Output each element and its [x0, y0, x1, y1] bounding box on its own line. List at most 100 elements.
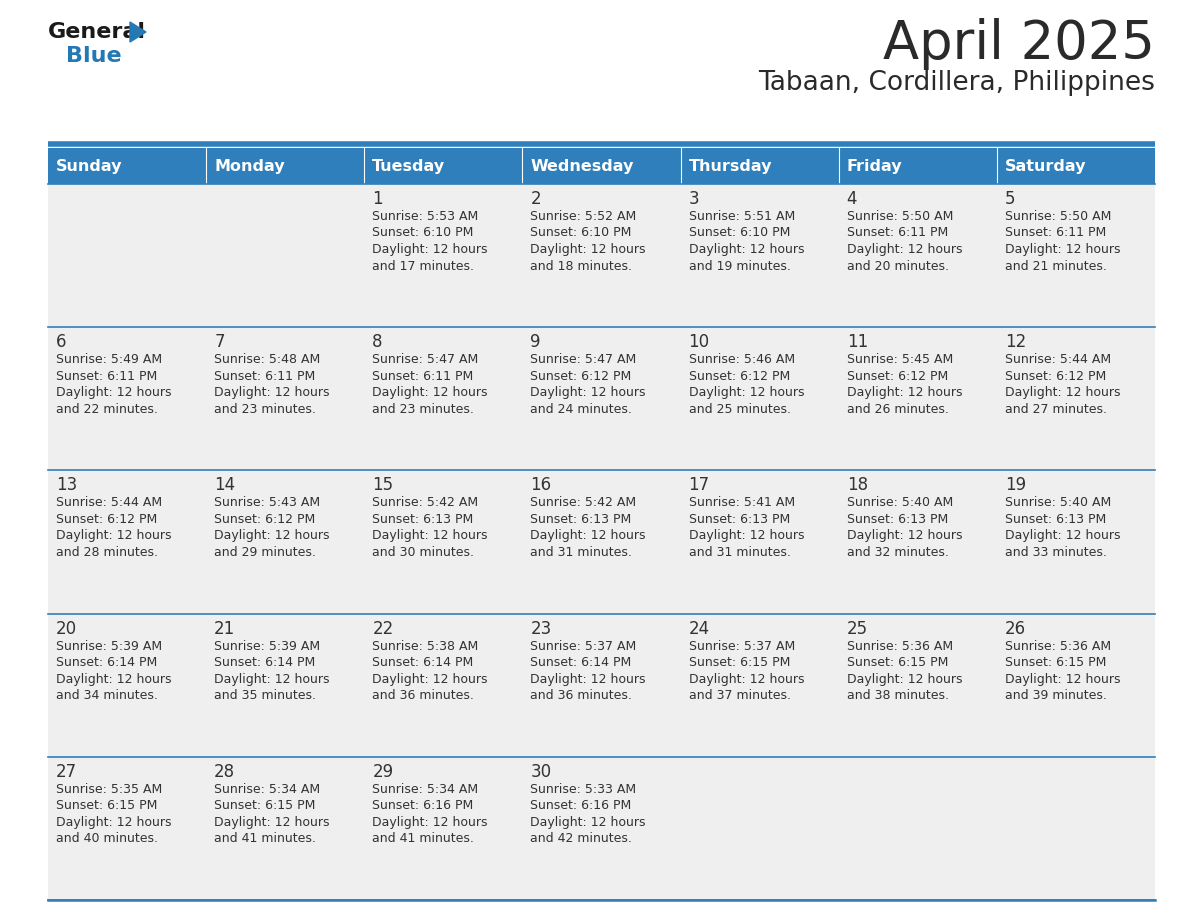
- Text: Daylight: 12 hours: Daylight: 12 hours: [1005, 530, 1120, 543]
- Text: Daylight: 12 hours: Daylight: 12 hours: [847, 243, 962, 256]
- Bar: [207, 327, 365, 470]
- Bar: [523, 327, 681, 470]
- Bar: [207, 148, 365, 184]
- Text: and 31 minutes.: and 31 minutes.: [689, 546, 790, 559]
- Text: Daylight: 12 hours: Daylight: 12 hours: [214, 386, 329, 399]
- Text: 2: 2: [530, 190, 541, 208]
- Text: 12: 12: [1005, 333, 1026, 352]
- Text: Sunrise: 5:50 AM: Sunrise: 5:50 AM: [847, 210, 953, 223]
- Text: and 17 minutes.: and 17 minutes.: [372, 260, 474, 273]
- Text: Daylight: 12 hours: Daylight: 12 hours: [530, 816, 646, 829]
- Text: and 27 minutes.: and 27 minutes.: [1005, 403, 1107, 416]
- Text: 30: 30: [530, 763, 551, 781]
- Text: Sunrise: 5:36 AM: Sunrise: 5:36 AM: [847, 640, 953, 653]
- Text: Sunrise: 5:37 AM: Sunrise: 5:37 AM: [689, 640, 795, 653]
- Text: 13: 13: [56, 476, 77, 495]
- Text: and 36 minutes.: and 36 minutes.: [530, 689, 632, 702]
- Text: Sunset: 6:12 PM: Sunset: 6:12 PM: [1005, 370, 1106, 383]
- Text: Daylight: 12 hours: Daylight: 12 hours: [689, 673, 804, 686]
- Text: and 31 minutes.: and 31 minutes.: [530, 546, 632, 559]
- Text: Daylight: 12 hours: Daylight: 12 hours: [372, 243, 488, 256]
- Text: Daylight: 12 hours: Daylight: 12 hours: [56, 816, 171, 829]
- Bar: [365, 756, 523, 900]
- Text: and 42 minutes.: and 42 minutes.: [530, 833, 632, 845]
- Bar: [48, 613, 207, 756]
- Bar: [681, 148, 839, 184]
- Text: Sunrise: 5:35 AM: Sunrise: 5:35 AM: [56, 783, 163, 796]
- Text: and 21 minutes.: and 21 minutes.: [1005, 260, 1107, 273]
- Bar: [523, 756, 681, 900]
- Text: and 35 minutes.: and 35 minutes.: [214, 689, 316, 702]
- Text: Sunrise: 5:34 AM: Sunrise: 5:34 AM: [214, 783, 321, 796]
- Text: Sunset: 6:14 PM: Sunset: 6:14 PM: [214, 656, 315, 669]
- Text: Sunrise: 5:49 AM: Sunrise: 5:49 AM: [56, 353, 162, 366]
- Bar: [681, 184, 839, 327]
- Text: 4: 4: [847, 190, 858, 208]
- Text: Daylight: 12 hours: Daylight: 12 hours: [372, 816, 488, 829]
- Bar: [997, 756, 1155, 900]
- Text: Daylight: 12 hours: Daylight: 12 hours: [530, 530, 646, 543]
- Polygon shape: [129, 22, 146, 42]
- Text: Sunset: 6:12 PM: Sunset: 6:12 PM: [689, 370, 790, 383]
- Text: Sunset: 6:11 PM: Sunset: 6:11 PM: [847, 227, 948, 240]
- Text: Sunrise: 5:41 AM: Sunrise: 5:41 AM: [689, 497, 795, 509]
- Text: Sunrise: 5:42 AM: Sunrise: 5:42 AM: [372, 497, 479, 509]
- Text: Monday: Monday: [214, 159, 285, 174]
- Text: Sunset: 6:13 PM: Sunset: 6:13 PM: [689, 513, 790, 526]
- Text: Daylight: 12 hours: Daylight: 12 hours: [372, 386, 488, 399]
- Text: 5: 5: [1005, 190, 1016, 208]
- Bar: [997, 327, 1155, 470]
- Bar: [523, 470, 681, 613]
- Text: 18: 18: [847, 476, 868, 495]
- Text: Sunrise: 5:44 AM: Sunrise: 5:44 AM: [56, 497, 162, 509]
- Bar: [523, 613, 681, 756]
- Bar: [839, 756, 997, 900]
- Text: 11: 11: [847, 333, 868, 352]
- Text: Sunset: 6:14 PM: Sunset: 6:14 PM: [372, 656, 474, 669]
- Text: Sunset: 6:12 PM: Sunset: 6:12 PM: [56, 513, 157, 526]
- Text: General: General: [48, 22, 146, 42]
- Text: Sunrise: 5:46 AM: Sunrise: 5:46 AM: [689, 353, 795, 366]
- Text: 15: 15: [372, 476, 393, 495]
- Text: Daylight: 12 hours: Daylight: 12 hours: [689, 243, 804, 256]
- Text: Sunset: 6:12 PM: Sunset: 6:12 PM: [214, 513, 315, 526]
- Text: and 41 minutes.: and 41 minutes.: [214, 833, 316, 845]
- Text: Sunrise: 5:43 AM: Sunrise: 5:43 AM: [214, 497, 321, 509]
- Text: Sunset: 6:11 PM: Sunset: 6:11 PM: [56, 370, 157, 383]
- Text: Sunset: 6:12 PM: Sunset: 6:12 PM: [530, 370, 632, 383]
- Text: Sunrise: 5:47 AM: Sunrise: 5:47 AM: [530, 353, 637, 366]
- Text: Sunset: 6:15 PM: Sunset: 6:15 PM: [214, 800, 316, 812]
- Bar: [48, 184, 207, 327]
- Text: and 22 minutes.: and 22 minutes.: [56, 403, 158, 416]
- Text: Daylight: 12 hours: Daylight: 12 hours: [372, 530, 488, 543]
- Text: Sunrise: 5:40 AM: Sunrise: 5:40 AM: [847, 497, 953, 509]
- Text: Sunset: 6:15 PM: Sunset: 6:15 PM: [689, 656, 790, 669]
- Text: Sunset: 6:10 PM: Sunset: 6:10 PM: [689, 227, 790, 240]
- Bar: [997, 470, 1155, 613]
- Bar: [365, 470, 523, 613]
- Text: Tuesday: Tuesday: [372, 159, 446, 174]
- Text: Sunset: 6:14 PM: Sunset: 6:14 PM: [530, 656, 632, 669]
- Text: Daylight: 12 hours: Daylight: 12 hours: [530, 673, 646, 686]
- Text: 29: 29: [372, 763, 393, 781]
- Text: and 39 minutes.: and 39 minutes.: [1005, 689, 1107, 702]
- Text: and 23 minutes.: and 23 minutes.: [214, 403, 316, 416]
- Text: Sunrise: 5:51 AM: Sunrise: 5:51 AM: [689, 210, 795, 223]
- Bar: [48, 756, 207, 900]
- Text: Daylight: 12 hours: Daylight: 12 hours: [214, 673, 329, 686]
- Bar: [997, 148, 1155, 184]
- Text: Sunrise: 5:45 AM: Sunrise: 5:45 AM: [847, 353, 953, 366]
- Text: Sunset: 6:13 PM: Sunset: 6:13 PM: [847, 513, 948, 526]
- Bar: [681, 613, 839, 756]
- Text: Sunrise: 5:36 AM: Sunrise: 5:36 AM: [1005, 640, 1111, 653]
- Bar: [207, 470, 365, 613]
- Text: Sunrise: 5:50 AM: Sunrise: 5:50 AM: [1005, 210, 1111, 223]
- Bar: [839, 148, 997, 184]
- Text: Daylight: 12 hours: Daylight: 12 hours: [214, 530, 329, 543]
- Text: Sunset: 6:12 PM: Sunset: 6:12 PM: [847, 370, 948, 383]
- Text: 8: 8: [372, 333, 383, 352]
- Text: 26: 26: [1005, 620, 1026, 638]
- Text: and 30 minutes.: and 30 minutes.: [372, 546, 474, 559]
- Text: Daylight: 12 hours: Daylight: 12 hours: [847, 386, 962, 399]
- Text: and 19 minutes.: and 19 minutes.: [689, 260, 790, 273]
